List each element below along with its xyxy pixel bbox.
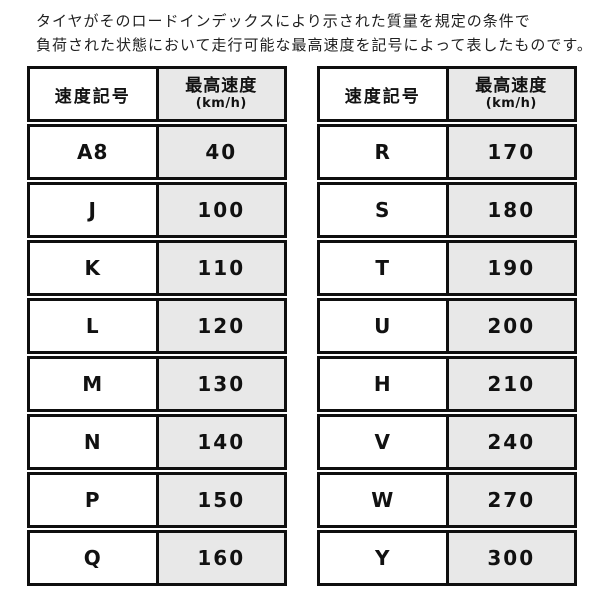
- speed-table-right: 速度記号 最高速度 (km/h) R 170 S 180 T 190 U 200…: [317, 66, 577, 588]
- max-speed-cell: 240: [445, 417, 574, 467]
- speed-symbol-cell: L: [85, 314, 100, 338]
- table-row: H 210: [317, 356, 577, 412]
- speed-symbol-cell: W: [371, 488, 395, 512]
- table-row: L 120: [27, 298, 287, 354]
- intro-line-2: 負荷された状態において走行可能な最高速度を記号によって表したものです。: [36, 36, 593, 54]
- speed-symbol-cell: K: [84, 256, 101, 280]
- speed-header-label: 最高速度: [475, 76, 548, 96]
- speed-symbol-cell: R: [374, 140, 391, 164]
- table-row: Q 160: [27, 530, 287, 586]
- speed-unit-label: (km/h): [485, 96, 537, 112]
- table-header-row: 速度記号 最高速度 (km/h): [27, 66, 287, 122]
- speed-symbol-cell: Q: [83, 546, 102, 570]
- intro-text: タイヤがそのロードインデックスにより示された質量を規定の条件で 負荷された状態に…: [36, 9, 593, 57]
- table-row: V 240: [317, 414, 577, 470]
- max-speed-cell: 170: [445, 127, 574, 177]
- speed-header-label: 最高速度: [185, 76, 258, 96]
- speed-table-left: 速度記号 最高速度 (km/h) A8 40 J 100 K 110 L 120…: [27, 66, 287, 588]
- table-row: M 130: [27, 356, 287, 412]
- max-speed-cell: 140: [155, 417, 284, 467]
- speed-symbol-cell: J: [88, 198, 97, 222]
- speed-symbol-cell: H: [373, 372, 392, 396]
- max-speed-cell: 130: [155, 359, 284, 409]
- max-speed-cell: 190: [445, 243, 574, 293]
- max-speed-cell: 160: [155, 533, 284, 583]
- speed-symbol-cell: U: [374, 314, 392, 338]
- speed-symbol-cell: T: [375, 256, 391, 280]
- speed-symbol-cell: P: [84, 488, 101, 512]
- max-speed-cell: 200: [445, 301, 574, 351]
- speed-symbol-cell: M: [82, 372, 104, 396]
- symbol-header-cell: 速度記号: [54, 86, 131, 107]
- speed-symbol-cell: Y: [375, 546, 391, 570]
- max-speed-cell: 40: [155, 127, 284, 177]
- max-speed-cell: 100: [155, 185, 284, 235]
- table-row: U 200: [317, 298, 577, 354]
- table-header-row: 速度記号 最高速度 (km/h): [317, 66, 577, 122]
- symbol-header-cell: 速度記号: [344, 86, 421, 107]
- max-speed-cell: 210: [445, 359, 574, 409]
- table-row: N 140: [27, 414, 287, 470]
- intro-line-1: タイヤがそのロードインデックスにより示された質量を規定の条件で: [36, 12, 531, 30]
- max-speed-cell: 180: [445, 185, 574, 235]
- table-row: T 190: [317, 240, 577, 296]
- max-speed-cell: 300: [445, 533, 574, 583]
- table-row: S 180: [317, 182, 577, 238]
- speed-header-cell: 最高速度 (km/h): [155, 69, 284, 119]
- max-speed-cell: 150: [155, 475, 284, 525]
- speed-symbol-cell: N: [83, 430, 102, 454]
- speed-symbol-cell: A8: [77, 140, 109, 164]
- table-row: W 270: [317, 472, 577, 528]
- table-row: P 150: [27, 472, 287, 528]
- max-speed-cell: 120: [155, 301, 284, 351]
- speed-header-cell: 最高速度 (km/h): [445, 69, 574, 119]
- table-row: R 170: [317, 124, 577, 180]
- table-row: K 110: [27, 240, 287, 296]
- table-row: A8 40: [27, 124, 287, 180]
- speed-unit-label: (km/h): [195, 96, 247, 112]
- table-row: J 100: [27, 182, 287, 238]
- max-speed-cell: 270: [445, 475, 574, 525]
- speed-symbol-cell: S: [375, 198, 391, 222]
- table-row: Y 300: [317, 530, 577, 586]
- speed-symbol-cell: V: [374, 430, 391, 454]
- max-speed-cell: 110: [155, 243, 284, 293]
